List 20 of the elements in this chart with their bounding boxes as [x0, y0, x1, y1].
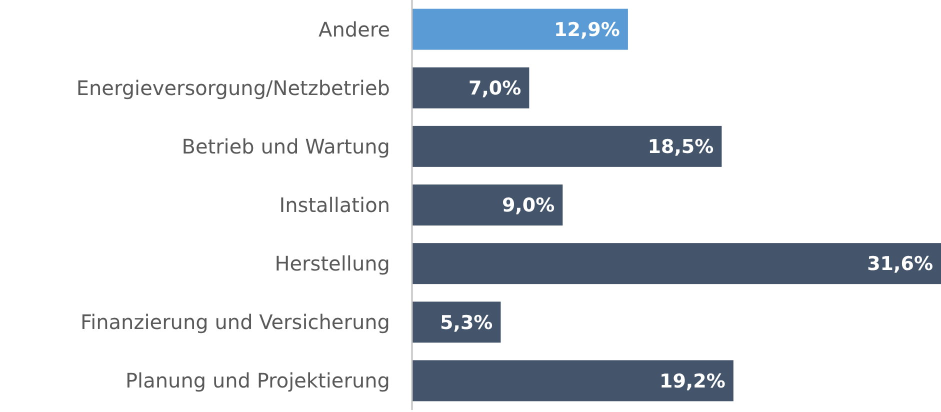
bar [412, 184, 563, 226]
bar [412, 67, 530, 108]
y-tick-label: Herstellung [274, 252, 390, 276]
data-label: 9,0% [502, 194, 555, 217]
data-label: 7,0% [468, 78, 522, 100]
y-tick-label: Installation [279, 193, 390, 217]
data-label: 5,3% [440, 312, 493, 334]
bar [412, 243, 941, 284]
data-label: 12,9% [554, 18, 620, 41]
y-tick-label: Planung und Projektierung [125, 368, 390, 393]
bar [412, 8, 628, 50]
data-label: 31,6% [867, 253, 933, 276]
y-tick-label: Betrieb und Wartung [182, 134, 390, 158]
y-tick-label: Finanzierung und Versicherung [80, 310, 390, 334]
data-label: 18,5% [648, 136, 714, 158]
y-tick-label: Andere [318, 17, 390, 42]
bar [412, 360, 734, 402]
y-tick-label: Energieversorgung/Netzbetrieb [76, 76, 390, 100]
bar [412, 126, 722, 167]
data-label: 19,2% [659, 370, 726, 392]
